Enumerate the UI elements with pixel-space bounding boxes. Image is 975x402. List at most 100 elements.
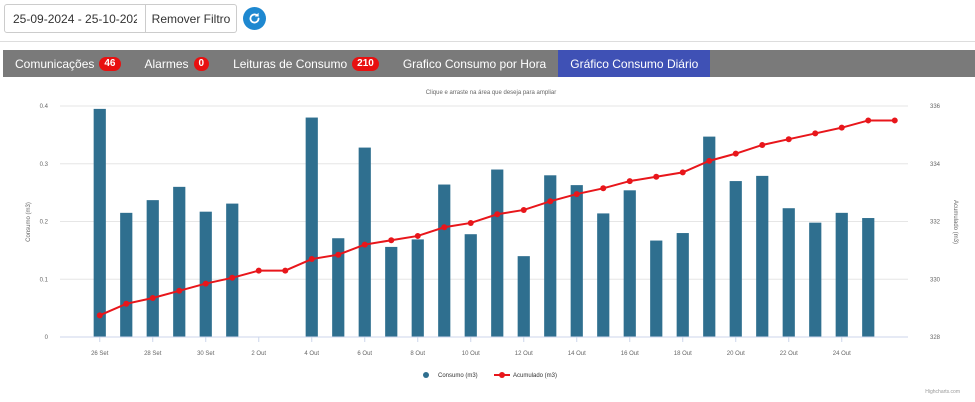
- consumo-bar[interactable]: [756, 175, 769, 337]
- consumo-bar[interactable]: [491, 169, 504, 337]
- acumulado-point[interactable]: [441, 224, 448, 231]
- y-tick-label: 0: [45, 335, 49, 341]
- acumulado-point[interactable]: [282, 267, 289, 274]
- acumulado-point[interactable]: [255, 267, 262, 274]
- acumulado-point[interactable]: [626, 178, 633, 185]
- tab-comunicacoes[interactable]: Comunicações 46: [3, 50, 133, 77]
- y-tick-label: 0.3: [40, 162, 49, 168]
- consumo-bar[interactable]: [703, 136, 716, 337]
- acumulado-point[interactable]: [414, 232, 421, 239]
- credits-link[interactable]: Highcharts.com: [925, 389, 960, 395]
- tab-alarmes[interactable]: Alarmes 0: [133, 50, 222, 77]
- acumulado-point[interactable]: [812, 130, 819, 137]
- acumulado-point[interactable]: [308, 256, 315, 263]
- divider: [0, 41, 975, 42]
- acumulado-point[interactable]: [361, 241, 368, 248]
- acumulado-point[interactable]: [706, 157, 713, 164]
- refresh-button[interactable]: [243, 7, 266, 30]
- consumo-bar[interactable]: [517, 256, 530, 337]
- x-tick-label: 8 Out: [410, 351, 425, 357]
- acumulado-point[interactable]: [865, 117, 872, 124]
- acumulado-point[interactable]: [547, 198, 554, 205]
- acumulado-point[interactable]: [123, 300, 130, 307]
- y2-tick-label: 328: [930, 335, 941, 341]
- tab-consumo-hora[interactable]: Grafico Consumo por Hora: [391, 50, 558, 77]
- consumo-bar[interactable]: [570, 185, 583, 337]
- acumulado-point[interactable]: [600, 185, 607, 192]
- consumo-bar[interactable]: [411, 239, 424, 337]
- consumo-bar[interactable]: [385, 246, 398, 337]
- consumo-bar[interactable]: [146, 200, 159, 337]
- y2-axis-title: Acumulado (m3): [952, 200, 958, 244]
- legend-acumulado-label[interactable]: Acumulado (m3): [513, 373, 557, 379]
- acumulado-point[interactable]: [176, 287, 183, 294]
- consumo-bar[interactable]: [199, 211, 212, 337]
- legend-consumo-marker: [423, 372, 429, 378]
- consumo-bar[interactable]: [332, 238, 345, 337]
- acumulado-point[interactable]: [732, 150, 739, 157]
- consumo-bar[interactable]: [862, 218, 875, 337]
- acumulado-point[interactable]: [573, 191, 580, 198]
- acumulado-point[interactable]: [679, 169, 686, 176]
- consumo-bar[interactable]: [676, 233, 689, 337]
- y-axis-title: Consumo (m3): [26, 202, 32, 242]
- consumo-bar[interactable]: [173, 186, 186, 337]
- daily-consumption-chart[interactable]: Clique e arraste na área que deseja para…: [0, 82, 975, 402]
- x-tick-label: 2 Out: [251, 351, 266, 357]
- legend-consumo-label[interactable]: Consumo (m3): [438, 373, 478, 379]
- acumulado-point[interactable]: [785, 136, 792, 143]
- date-range-input[interactable]: [4, 4, 146, 33]
- tab-label: Grafico Consumo por Hora: [402, 56, 547, 71]
- consumo-bar[interactable]: [782, 208, 795, 337]
- x-tick-label: 20 Out: [727, 351, 745, 357]
- acumulado-point[interactable]: [494, 211, 501, 218]
- consumo-bar[interactable]: [438, 184, 451, 337]
- y2-tick-label: 334: [930, 162, 941, 168]
- acumulado-point[interactable]: [149, 295, 156, 302]
- x-tick-label: 14 Out: [568, 351, 586, 357]
- refresh-icon: [249, 12, 260, 24]
- acumulado-point[interactable]: [467, 219, 474, 226]
- consumo-bar[interactable]: [93, 108, 106, 337]
- tab-leituras-consumo[interactable]: Leituras de Consumo 210: [221, 50, 391, 77]
- x-tick-label: 6 Out: [357, 351, 372, 357]
- bar-series[interactable]: [93, 108, 875, 337]
- x-tick-label: 26 Set: [91, 351, 109, 357]
- consumo-bar[interactable]: [623, 190, 636, 337]
- remove-filter-button[interactable]: Remover Filtro: [146, 4, 237, 33]
- y2-tick-label: 330: [930, 277, 941, 283]
- consumo-bar[interactable]: [120, 212, 133, 337]
- acumulado-point[interactable]: [335, 251, 342, 258]
- x-tick-label: 18 Out: [674, 351, 692, 357]
- acumulado-point[interactable]: [838, 124, 845, 131]
- acumulado-point[interactable]: [229, 274, 236, 281]
- consumo-bar[interactable]: [544, 175, 557, 337]
- tab-label: Gráfico Consumo Diário: [570, 56, 699, 71]
- line-series[interactable]: [96, 117, 898, 319]
- x-tick-label: 4 Out: [304, 351, 319, 357]
- legend[interactable]: Consumo (m3) Acumulado (m3): [423, 372, 557, 379]
- x-tick-label: 30 Set: [197, 351, 215, 357]
- consumo-bar[interactable]: [464, 234, 477, 337]
- consumo-bar[interactable]: [226, 203, 239, 337]
- tab-label: Leituras de Consumo: [233, 56, 348, 71]
- acumulado-point[interactable]: [653, 173, 660, 180]
- chart-svg[interactable]: Clique e arraste na área que deseja para…: [0, 82, 975, 402]
- consumo-bar[interactable]: [729, 181, 742, 337]
- acumulado-point[interactable]: [96, 312, 103, 319]
- tab-consumo-diario[interactable]: Gráfico Consumo Diário: [558, 50, 711, 77]
- tab-bar: Comunicações 46 Alarmes 0 Leituras de Co…: [3, 50, 975, 77]
- legend-acumulado-marker: [499, 372, 505, 378]
- acumulado-point[interactable]: [891, 117, 898, 124]
- consumo-bar[interactable]: [650, 240, 663, 337]
- acumulado-point[interactable]: [759, 141, 766, 148]
- axes: 0 0.1 0.2 0.3 0.4 328 330 332 334 336 26 Set 28 Set…: [40, 104, 941, 357]
- acumulado-point[interactable]: [520, 206, 527, 213]
- consumo-bar[interactable]: [835, 212, 848, 337]
- consumo-bar[interactable]: [305, 117, 318, 337]
- acumulado-point[interactable]: [388, 237, 395, 244]
- acumulado-point[interactable]: [202, 280, 209, 287]
- consumo-bar[interactable]: [809, 222, 822, 337]
- consumo-bar[interactable]: [597, 213, 610, 337]
- x-tick-label: 22 Out: [780, 351, 798, 357]
